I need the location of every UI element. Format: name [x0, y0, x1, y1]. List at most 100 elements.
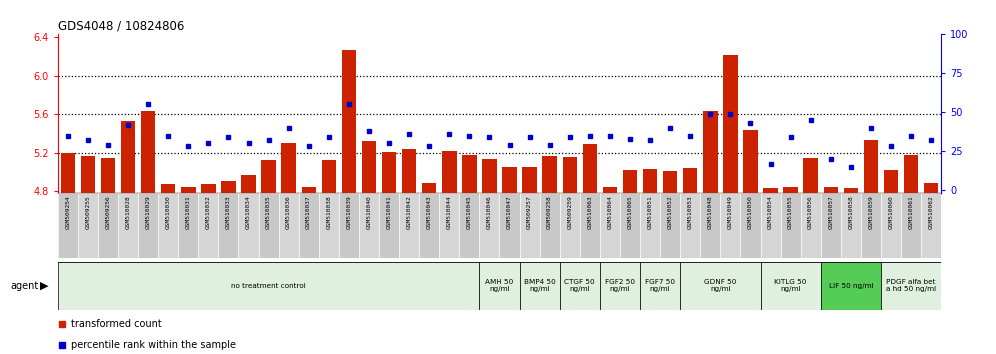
Text: GSM510040: GSM510040 [367, 195, 372, 229]
Bar [282, 143, 296, 193]
Text: no treatment control: no treatment control [231, 283, 306, 289]
Bar [683, 168, 697, 193]
Text: GSM510052: GSM510052 [667, 195, 672, 229]
Text: FGF7 50
ng/ml: FGF7 50 ng/ml [645, 279, 675, 292]
Bar [241, 175, 256, 193]
Bar [319, 193, 339, 258]
Bar [901, 193, 921, 258]
Text: CTGF 50
ng/ml: CTGF 50 ng/ml [565, 279, 596, 292]
Bar [640, 262, 680, 310]
Text: PDGF alfa bet
a hd 50 ng/ml: PDGF alfa bet a hd 50 ng/ml [886, 279, 936, 292]
Bar [781, 193, 801, 258]
Bar [520, 262, 560, 310]
Bar [821, 193, 841, 258]
Bar [221, 181, 236, 193]
Bar [419, 193, 439, 258]
Text: GDS4048 / 10824806: GDS4048 / 10824806 [58, 19, 184, 33]
Bar [804, 158, 818, 193]
Bar [158, 193, 178, 258]
Bar [459, 193, 479, 258]
Text: GSM510059: GSM510059 [869, 195, 873, 229]
Bar [181, 187, 195, 193]
Text: GSM510047: GSM510047 [507, 195, 512, 229]
Bar [198, 193, 218, 258]
Bar [580, 193, 600, 258]
Text: GSM510037: GSM510037 [306, 195, 311, 229]
Bar [442, 151, 456, 193]
Bar [61, 153, 75, 193]
Bar [560, 193, 580, 258]
Bar [379, 193, 399, 258]
Bar [522, 167, 537, 193]
Text: GSM509257: GSM509257 [527, 195, 532, 229]
Bar [381, 152, 396, 193]
Bar [362, 141, 376, 193]
Bar [299, 193, 319, 258]
Bar [138, 193, 158, 258]
Bar [743, 130, 758, 193]
Text: GSM510057: GSM510057 [829, 195, 834, 229]
Text: ▶: ▶ [40, 281, 49, 291]
Text: GSM510058: GSM510058 [849, 195, 854, 229]
Bar [520, 193, 540, 258]
Text: GSM510061: GSM510061 [908, 195, 913, 229]
Bar [439, 193, 459, 258]
Text: GSM510038: GSM510038 [327, 195, 332, 229]
Bar [279, 193, 299, 258]
Text: GSM510032: GSM510032 [206, 195, 211, 229]
Bar [178, 193, 198, 258]
Bar [422, 183, 436, 193]
Text: GSM510039: GSM510039 [347, 195, 352, 229]
Bar [58, 262, 479, 310]
Text: GSM510028: GSM510028 [125, 195, 130, 229]
Text: GSM510046: GSM510046 [487, 195, 492, 229]
Text: FGF2 50
ng/ml: FGF2 50 ng/ml [605, 279, 635, 292]
Bar [543, 155, 557, 193]
Bar [600, 193, 620, 258]
Text: GSM510063: GSM510063 [588, 195, 593, 229]
Bar [844, 188, 859, 193]
Bar [703, 112, 717, 193]
Bar [359, 193, 379, 258]
Bar [603, 187, 618, 193]
Bar [58, 193, 78, 258]
Text: GSM510043: GSM510043 [426, 195, 431, 229]
Bar [322, 160, 336, 193]
Text: GSM510051: GSM510051 [647, 195, 652, 229]
Bar [904, 155, 918, 193]
Text: GSM510045: GSM510045 [467, 195, 472, 229]
Bar [784, 187, 798, 193]
Bar [881, 262, 941, 310]
Bar [302, 187, 316, 193]
Text: GSM510064: GSM510064 [608, 195, 613, 229]
Bar [921, 193, 941, 258]
Bar [620, 193, 640, 258]
Text: GSM509258: GSM509258 [547, 195, 552, 229]
Bar [563, 158, 577, 193]
Bar [339, 193, 359, 258]
Text: GSM510031: GSM510031 [186, 195, 191, 229]
Bar [259, 193, 279, 258]
Bar [864, 140, 878, 193]
Text: agent: agent [10, 281, 38, 291]
Text: GSM510062: GSM510062 [928, 195, 933, 229]
Text: GSM510065: GSM510065 [627, 195, 632, 229]
Bar [680, 262, 761, 310]
Text: GSM510034: GSM510034 [246, 195, 251, 229]
Bar [81, 156, 95, 193]
Bar [861, 193, 881, 258]
Bar [238, 193, 259, 258]
Text: KITLG 50
ng/ml: KITLG 50 ng/ml [775, 279, 807, 292]
Text: GSM510041: GSM510041 [386, 195, 391, 229]
Bar [121, 121, 135, 193]
Bar [98, 193, 118, 258]
Bar [761, 262, 821, 310]
Bar [140, 112, 155, 193]
Bar [801, 193, 821, 258]
Text: GSM510030: GSM510030 [165, 195, 170, 229]
Bar [161, 184, 175, 193]
Text: GSM510050: GSM510050 [748, 195, 753, 229]
Text: GSM510054: GSM510054 [768, 195, 773, 229]
Bar [482, 159, 497, 193]
Text: LIF 50 ng/ml: LIF 50 ng/ml [829, 283, 873, 289]
